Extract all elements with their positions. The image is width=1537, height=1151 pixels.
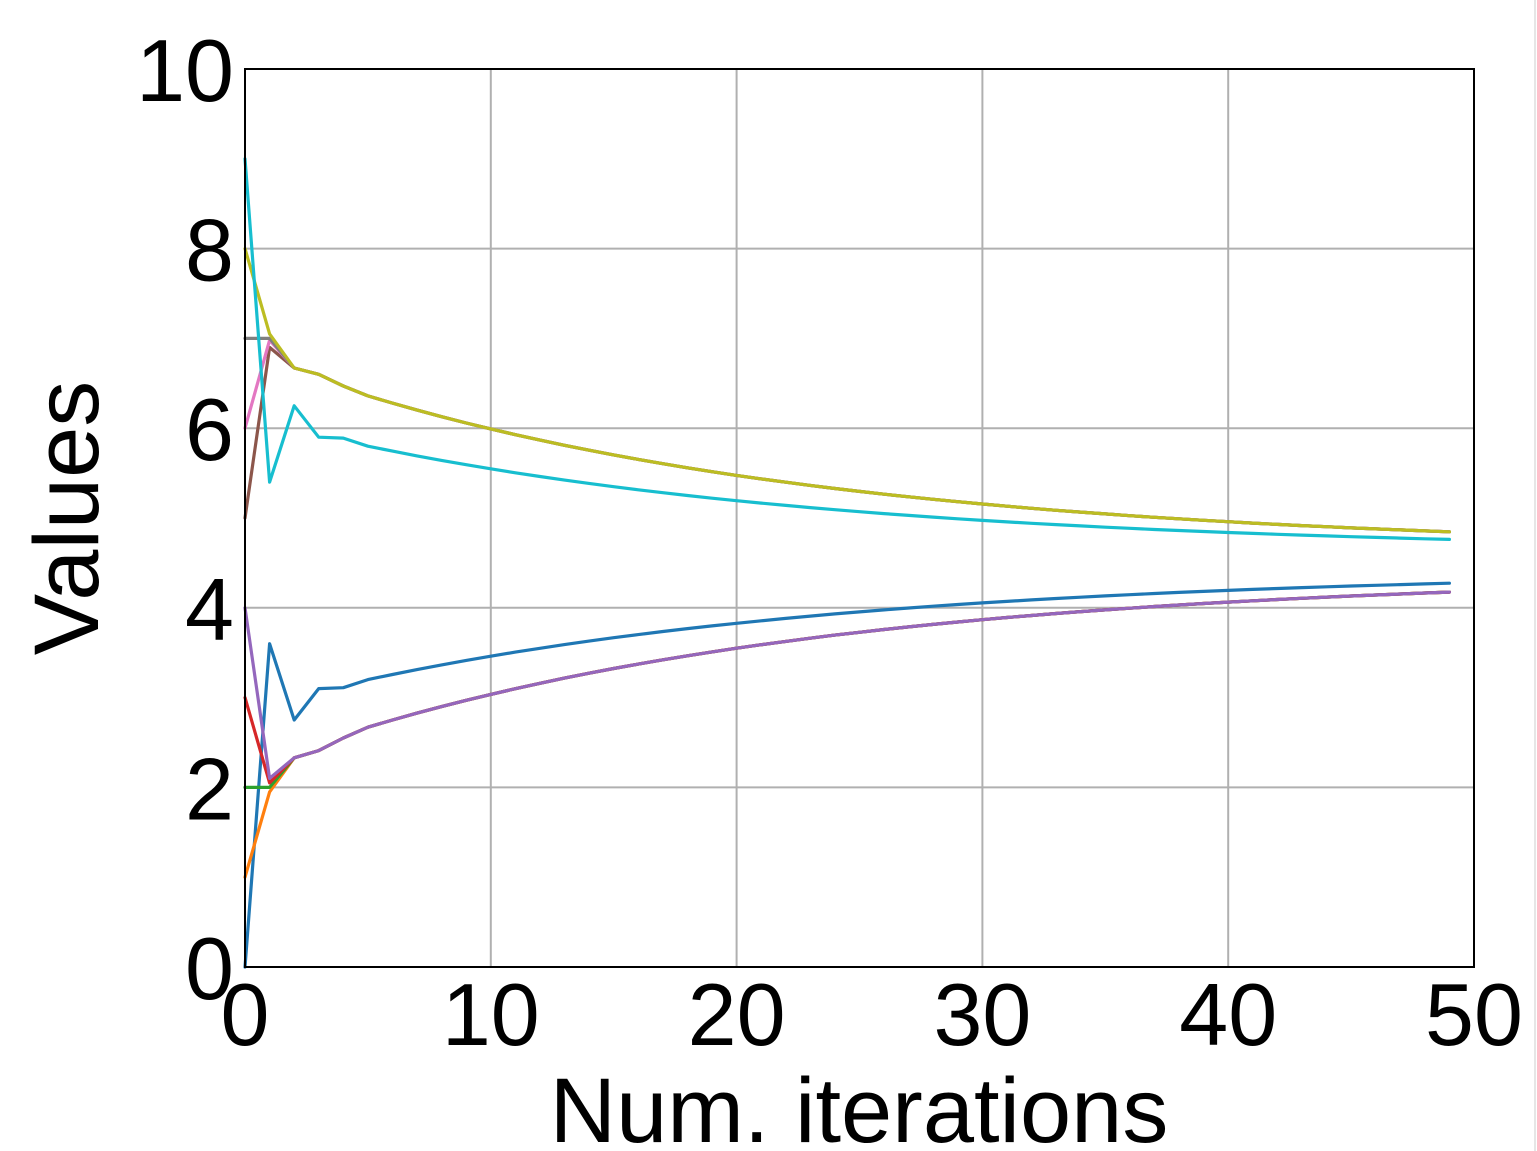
series-group — [243, 157, 1451, 969]
series-line — [243, 581, 1451, 969]
x-tick-label: 10 — [442, 965, 540, 1064]
series-line — [243, 590, 1451, 789]
x-tick-label: 50 — [1425, 965, 1523, 1064]
y-tick-label: 2 — [185, 739, 234, 838]
series-line — [243, 157, 1451, 541]
series-line — [243, 590, 1451, 780]
series-line — [243, 338, 1451, 534]
x-tick-labels: 0 10 20 30 40 50 — [221, 965, 1523, 1064]
grid — [245, 69, 1474, 967]
plot-frame — [244, 68, 1475, 968]
y-axis-label: Values — [16, 381, 118, 655]
y-tick-label: 6 — [185, 380, 234, 479]
x-tick-label: 20 — [688, 965, 786, 1064]
y-tick-label: 8 — [185, 201, 234, 300]
x-tick-label: 30 — [933, 965, 1031, 1064]
x-tick-label: 40 — [1179, 965, 1277, 1064]
series-line — [243, 247, 1451, 534]
y-tick-labels: 0 2 4 6 8 10 — [136, 21, 234, 1018]
y-tick-label: 0 — [185, 919, 234, 1018]
x-tick-label: 0 — [221, 965, 270, 1064]
series-line — [243, 590, 1451, 785]
series-line — [243, 345, 1451, 534]
x-axis-label: Num. iterations — [550, 1060, 1169, 1151]
y-tick-label: 10 — [136, 21, 234, 120]
series-line — [243, 336, 1451, 534]
y-tick-label: 4 — [185, 560, 234, 659]
